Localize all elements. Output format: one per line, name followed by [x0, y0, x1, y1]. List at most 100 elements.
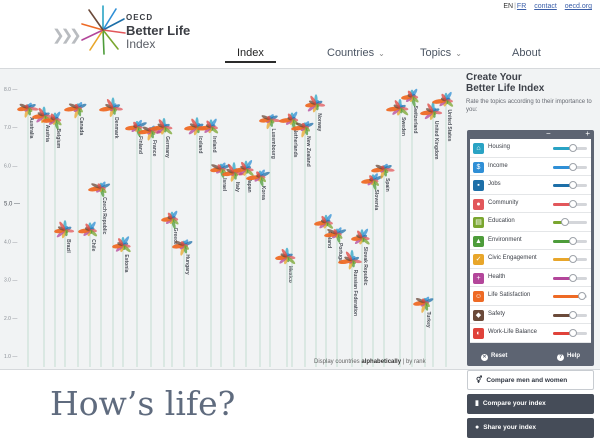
nav-topics[interactable]: Topics ⌄ — [420, 47, 462, 59]
nav-index[interactable]: Index — [225, 47, 276, 63]
country-label: Chile — [90, 239, 96, 251]
topic-slider[interactable] — [553, 144, 587, 152]
topic-row[interactable]: ▪ Jobs — [470, 176, 591, 195]
country-flower[interactable] — [259, 113, 281, 130]
country-flower[interactable] — [197, 118, 219, 135]
topic-row[interactable]: ⌂ Housing — [470, 139, 591, 158]
country-flower[interactable] — [161, 210, 180, 230]
brand-top: OECD — [126, 13, 154, 22]
oecd-logo[interactable]: ❯❯❯ OECD Better Life Index — [52, 4, 212, 56]
country-flower[interactable] — [413, 296, 434, 314]
topic-row[interactable]: ▤ Education — [470, 213, 591, 232]
slider-knob[interactable] — [569, 199, 578, 208]
country-flower[interactable] — [210, 162, 231, 179]
country-label: Austria — [44, 125, 50, 142]
country-flower[interactable] — [361, 173, 384, 191]
topic-slider[interactable] — [553, 255, 587, 263]
topic-slider[interactable] — [553, 292, 587, 300]
topic-row[interactable]: ◐ Work-Life Balance — [470, 324, 591, 343]
topic-row[interactable]: ◆ Safety — [470, 306, 591, 324]
country-label: Korea — [260, 186, 266, 200]
country-flower[interactable] — [64, 101, 87, 119]
slider-knob[interactable] — [569, 273, 578, 282]
country-flower[interactable] — [305, 94, 326, 113]
topic-label: Work-Life Balance — [488, 329, 537, 335]
help-button[interactable]: ? Help — [556, 353, 580, 361]
topic-slider[interactable] — [553, 199, 587, 208]
country-label: Portugal — [337, 243, 343, 264]
balance-icon: ◐ — [473, 328, 484, 339]
country-flower[interactable] — [233, 159, 255, 177]
nav-about[interactable]: About — [512, 47, 541, 59]
slider-knob[interactable] — [569, 162, 578, 171]
flower-petal — [167, 212, 173, 219]
lang-fr[interactable]: FR — [516, 3, 527, 10]
country-flower[interactable] — [432, 91, 454, 108]
country-flower[interactable] — [246, 169, 271, 187]
country-flower[interactable] — [275, 247, 296, 265]
country-flower[interactable] — [324, 227, 347, 244]
country-flower[interactable] — [88, 181, 111, 198]
book-icon: ▤ — [473, 217, 484, 228]
slider-knob[interactable] — [569, 329, 578, 337]
flower-petal — [381, 165, 385, 170]
topic-row[interactable]: $ Income — [470, 158, 591, 176]
country-label: Germany — [164, 136, 170, 158]
panel-footer: ✕ Reset ? Help — [467, 350, 594, 364]
slider-knob[interactable] — [569, 144, 578, 152]
slider-knob[interactable] — [569, 181, 578, 189]
sort-alphabetically[interactable]: alphabetically — [361, 359, 402, 365]
country-flower[interactable] — [338, 249, 362, 270]
slider-knob[interactable] — [569, 255, 578, 263]
lang-en[interactable]: EN — [503, 3, 514, 10]
country-flower[interactable] — [351, 228, 371, 246]
topic-row[interactable]: ● Community — [470, 195, 591, 213]
oecd-site-link[interactable]: oecd.org — [564, 3, 592, 10]
country-flower[interactable] — [420, 101, 443, 121]
topic-row[interactable]: ☺ Life Satisfaction — [470, 287, 591, 306]
country-flower[interactable] — [291, 120, 314, 138]
country-flower[interactable] — [371, 163, 395, 179]
share-label: Share your index — [483, 424, 536, 431]
country-flower[interactable] — [314, 213, 334, 230]
country-flower[interactable] — [99, 97, 123, 117]
compare-men-women-button[interactable]: ⚥ Compare men and women — [467, 370, 594, 390]
country-flower[interactable] — [54, 220, 75, 239]
compare-index-button[interactable]: ▮ Compare your index — [467, 394, 594, 414]
topic-slider[interactable] — [553, 273, 587, 282]
reset-button[interactable]: ✕ Reset — [481, 353, 507, 361]
topic-slider[interactable] — [553, 181, 587, 189]
slider-knob[interactable] — [560, 218, 569, 226]
country-flower[interactable] — [279, 111, 300, 130]
slider-fill — [553, 313, 574, 317]
topic-row[interactable]: ▲ Environment — [470, 232, 591, 250]
topic-row[interactable]: ✓ Civic Engagement — [470, 250, 591, 269]
expand-all-button[interactable]: + — [585, 129, 590, 138]
nav-countries[interactable]: Countries ⌄ — [327, 47, 385, 59]
slider-knob[interactable] — [569, 310, 578, 319]
country-flower[interactable] — [112, 235, 132, 253]
country-flower[interactable] — [78, 221, 98, 238]
sort-by-rank[interactable]: | by rank — [402, 359, 426, 365]
country-flower[interactable] — [401, 88, 420, 107]
country-flower[interactable] — [386, 98, 409, 116]
country-label: Italy — [234, 182, 240, 192]
share-index-button[interactable]: ● Share your index — [467, 418, 594, 438]
topic-row[interactable]: + Health — [470, 269, 591, 287]
country-flower[interactable] — [17, 102, 39, 118]
slider-fill — [553, 165, 574, 169]
contact-link[interactable]: contact — [534, 3, 557, 10]
country-flower[interactable] — [150, 117, 173, 135]
flower-petal — [267, 115, 271, 120]
collapse-all-button[interactable]: − — [546, 129, 551, 138]
topic-slider[interactable] — [553, 310, 587, 319]
slider-knob[interactable] — [569, 236, 578, 245]
slider-fill — [553, 147, 574, 150]
country-flower[interactable] — [172, 239, 193, 257]
slider-knob[interactable] — [577, 292, 586, 300]
topic-slider[interactable] — [553, 329, 587, 337]
topic-slider[interactable] — [553, 236, 587, 245]
country-flower[interactable] — [42, 111, 63, 130]
topic-slider[interactable] — [553, 218, 587, 226]
topic-slider[interactable] — [553, 162, 587, 171]
